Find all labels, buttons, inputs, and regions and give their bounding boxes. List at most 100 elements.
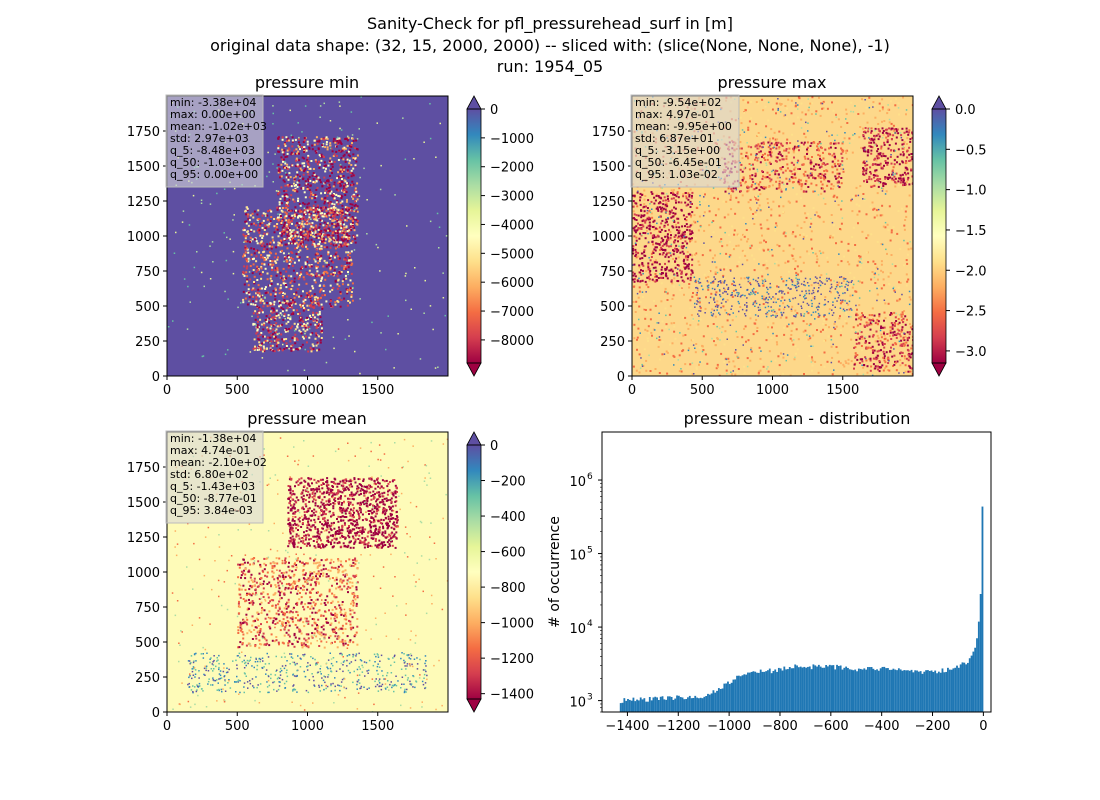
heatmap-cell <box>801 111 804 114</box>
heatmap-cell <box>676 250 679 253</box>
heatmap-cell <box>868 178 871 181</box>
heatmap-cell <box>794 105 797 108</box>
heatmap-cell <box>683 266 686 269</box>
heatmap-cell <box>757 198 760 201</box>
heatmap-cell <box>256 265 259 268</box>
heatmap-cell <box>306 304 309 307</box>
heatmap-cell <box>674 207 677 210</box>
heatmap-cell <box>632 271 635 274</box>
heatmap-cell <box>747 128 750 131</box>
heatmap-cell <box>777 264 780 267</box>
heatmap-cell <box>727 187 730 190</box>
heatmap-cell <box>320 320 323 323</box>
heatmap-cell <box>246 230 249 233</box>
heatmap-cell <box>764 152 766 155</box>
heatmap-cell <box>660 228 663 231</box>
heatmap-cell <box>336 275 339 278</box>
heatmap-cell <box>305 292 308 295</box>
heatmap-cell <box>303 213 305 216</box>
heatmap-cell <box>347 254 350 257</box>
heatmap-cell <box>295 159 298 162</box>
heatmap-cell <box>778 151 781 154</box>
heatmap-cell <box>893 289 896 292</box>
heatmap-cell <box>726 299 729 302</box>
heatmap-cell <box>786 327 789 330</box>
heatmap-cell <box>333 203 336 206</box>
heatmap-cell <box>445 235 448 237</box>
heatmap-cell <box>639 248 642 251</box>
heatmap-cell <box>694 221 697 224</box>
heatmap-cell <box>288 347 290 350</box>
heatmap-cell <box>671 268 674 271</box>
heatmap-cell <box>309 227 312 230</box>
heatmap-cell <box>903 147 905 150</box>
heatmap-cell <box>332 219 335 222</box>
heatmap-cell <box>878 135 881 138</box>
heatmap-cell <box>261 287 264 290</box>
heatmap-cell <box>697 260 700 263</box>
heatmap-cell <box>682 334 685 337</box>
heatmap-cell <box>661 240 664 243</box>
heatmap-cell <box>281 226 284 229</box>
heatmap-cell <box>302 141 305 143</box>
heatmap-cell <box>291 242 293 245</box>
heatmap-cell <box>659 249 662 251</box>
heatmap-cell <box>209 278 212 280</box>
heatmap-cell <box>652 328 655 331</box>
heatmap-cell <box>334 206 337 209</box>
heatmap-cell <box>755 144 758 147</box>
heatmap-cell <box>899 364 902 367</box>
heatmap-cell <box>896 299 899 302</box>
heatmap-cell <box>639 363 642 366</box>
heatmap-cell <box>651 192 654 195</box>
heatmap-cell <box>287 147 290 150</box>
heatmap-cell <box>786 167 789 170</box>
heatmap-cell <box>802 190 805 193</box>
heatmap-cell <box>209 245 211 247</box>
heatmap-cell <box>648 267 651 270</box>
heatmap-cell <box>299 148 301 151</box>
heatmap-cell <box>266 175 268 178</box>
heatmap-cell <box>224 290 226 293</box>
heatmap-cell <box>632 227 635 230</box>
heatmap-cell <box>405 299 407 302</box>
heatmap-cell <box>843 137 846 140</box>
heatmap-cell <box>854 346 857 349</box>
heatmap-cell <box>324 278 327 281</box>
heatmap-cell <box>797 145 800 148</box>
heatmap-cell <box>766 171 769 174</box>
heatmap-cell <box>262 335 265 338</box>
x-tick-label: 1500 <box>361 383 394 398</box>
heatmap-cell <box>664 199 667 202</box>
heatmap-cell <box>329 207 332 210</box>
heatmap-cell <box>743 251 746 254</box>
heatmap-cell <box>345 288 348 291</box>
heatmap-cell <box>664 205 667 208</box>
heatmap-cell <box>653 202 656 205</box>
heatmap-cell <box>632 200 635 203</box>
heatmap-cell <box>352 174 355 177</box>
heatmap-cell <box>327 186 330 189</box>
heatmap-cell <box>732 187 735 190</box>
heatmap-cell <box>256 326 259 329</box>
heatmap-cell <box>329 299 332 302</box>
heatmap-cell <box>359 176 361 179</box>
heatmap-cell <box>906 262 909 265</box>
heatmap-cell <box>314 174 317 177</box>
heatmap-cell <box>804 170 807 173</box>
heatmap-cell <box>330 260 333 263</box>
heatmap-cell <box>767 186 770 188</box>
heatmap-cell <box>635 229 638 232</box>
heatmap-cell <box>244 248 247 251</box>
heatmap-cell <box>639 271 642 274</box>
heatmap-cell <box>355 190 358 193</box>
heatmap-cell <box>315 252 318 255</box>
heatmap-cell <box>727 357 730 360</box>
heatmap-cell <box>269 348 272 351</box>
heatmap-cell <box>890 127 893 130</box>
heatmap-cell <box>327 190 330 193</box>
heatmap-cell <box>673 330 676 333</box>
heatmap-cell <box>326 222 329 225</box>
heatmap-cell <box>350 169 353 172</box>
heatmap-cell <box>332 226 335 229</box>
